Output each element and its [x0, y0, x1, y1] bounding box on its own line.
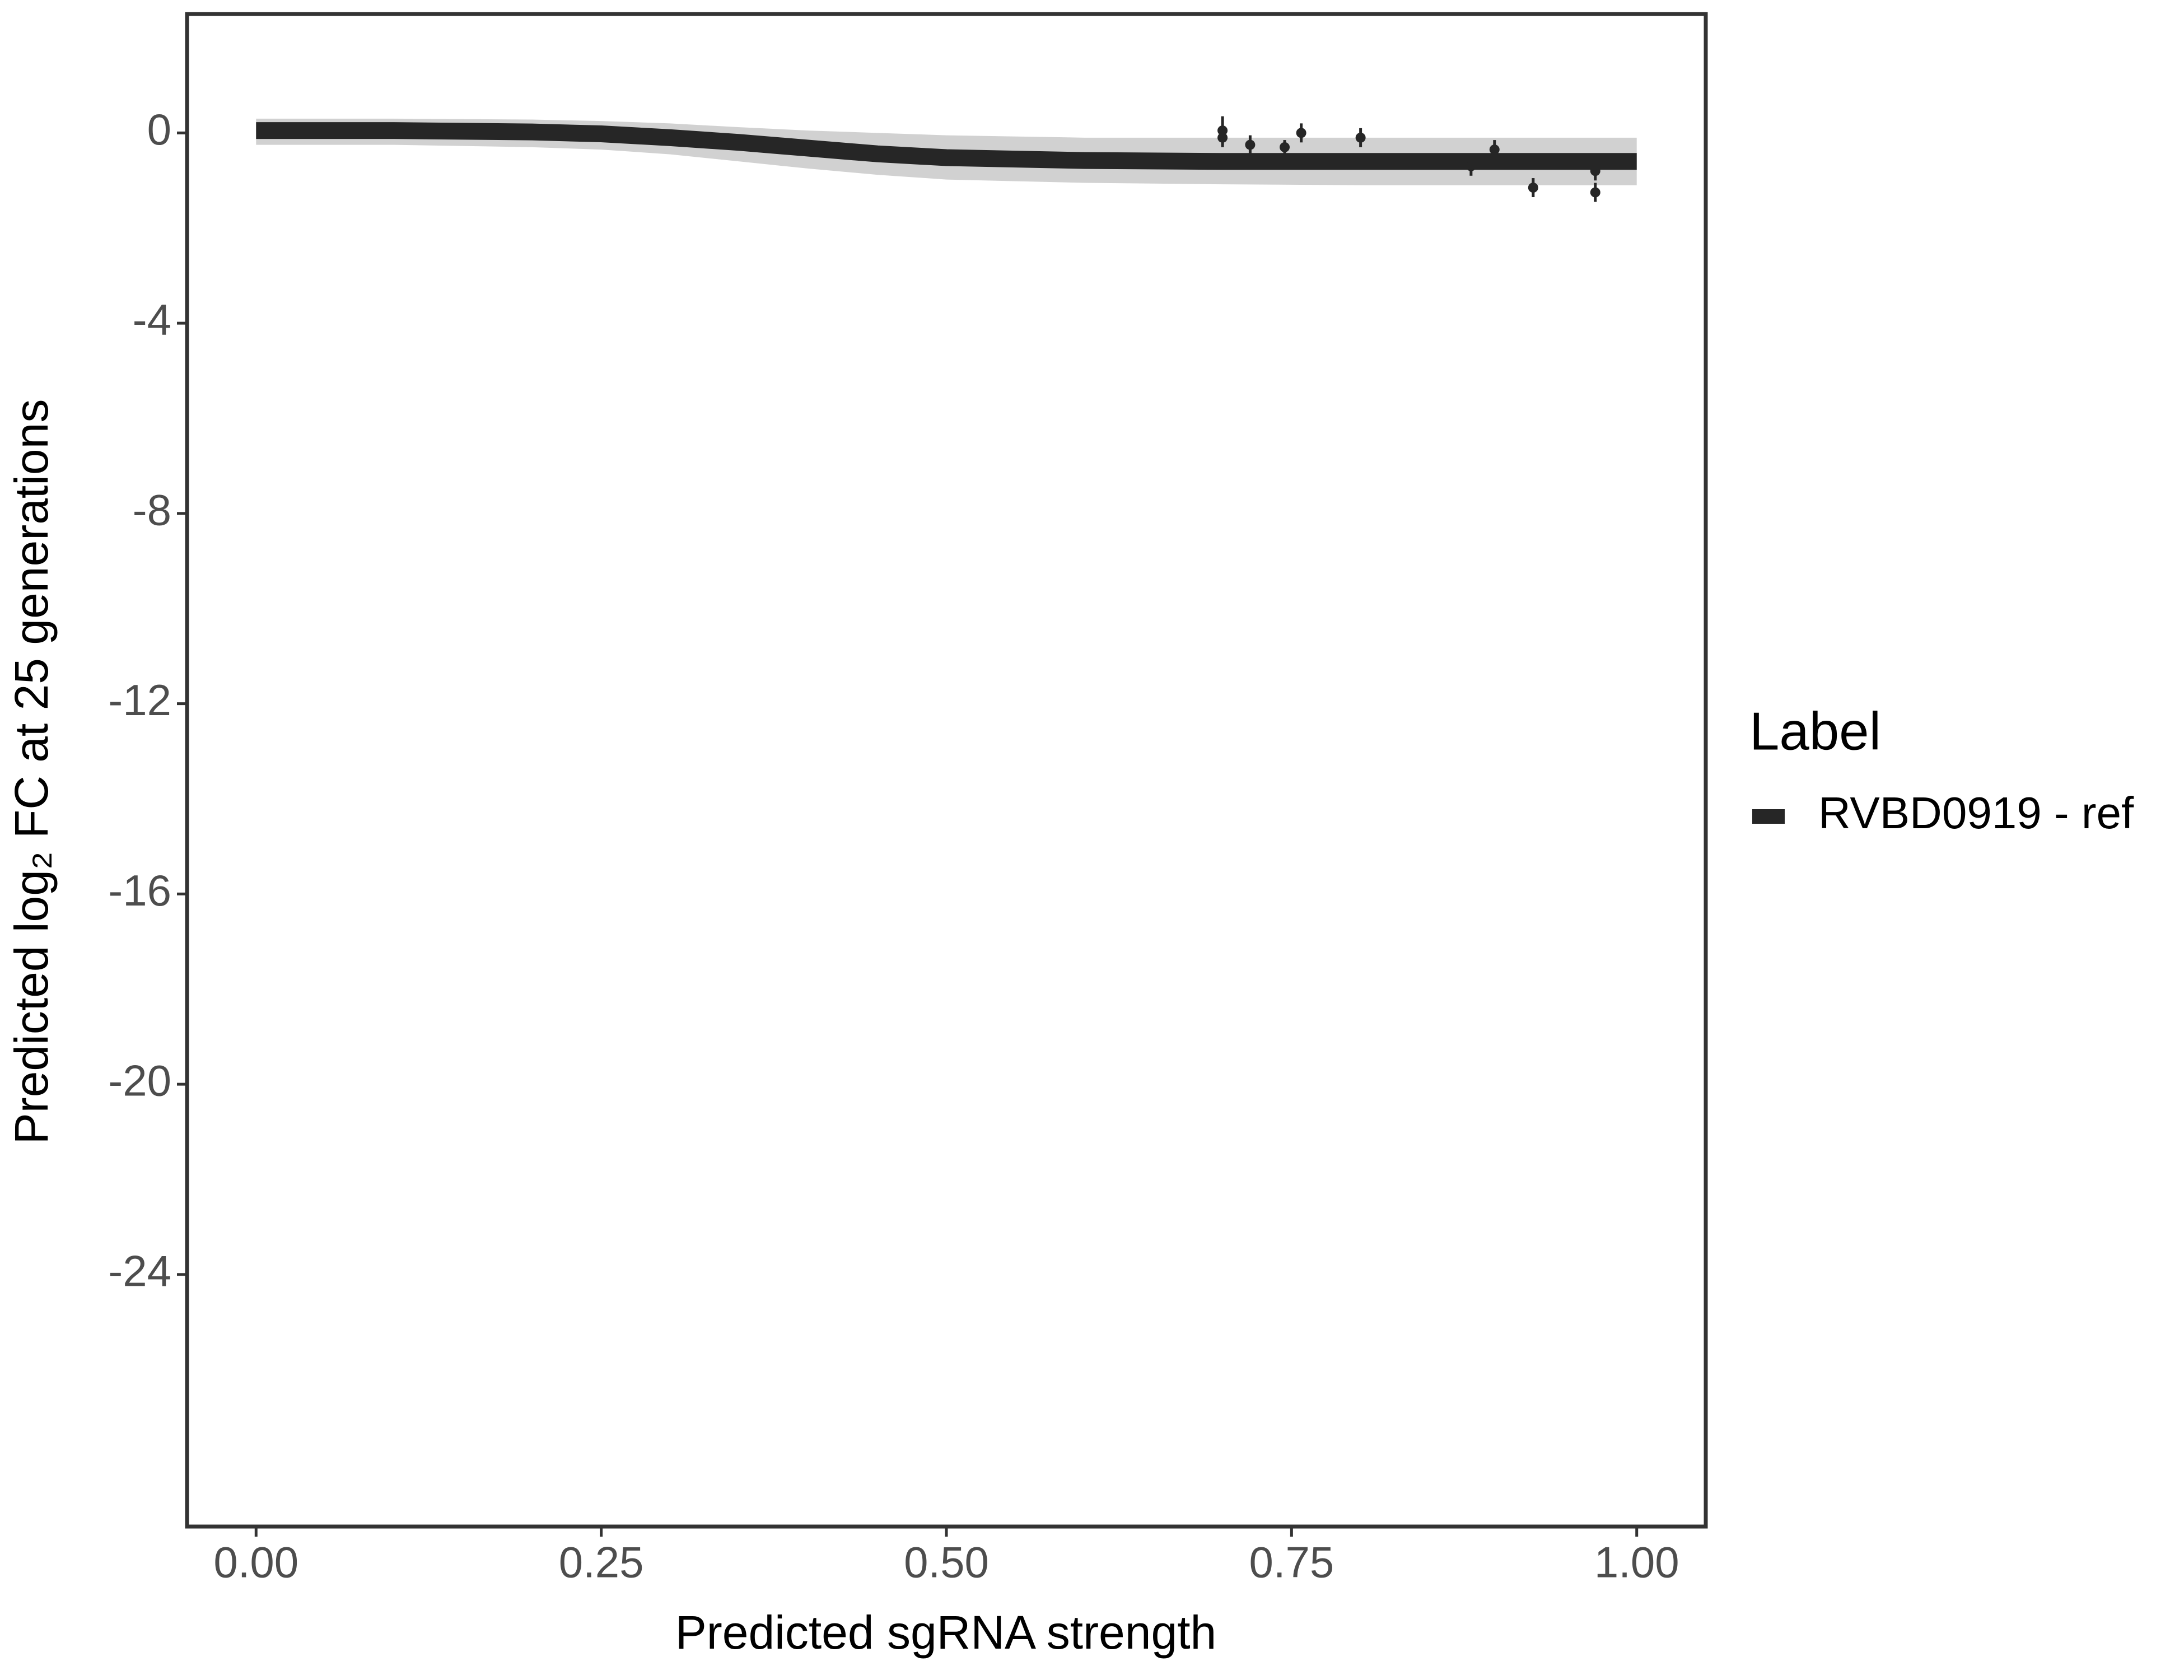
y-tick-label: -8 — [133, 485, 171, 534]
legend-title: Label — [1749, 701, 1881, 761]
data-point — [1590, 187, 1600, 198]
legend-key — [1752, 809, 1785, 824]
y-tick-label: 0 — [147, 105, 171, 154]
y-tick-label: -24 — [108, 1246, 171, 1295]
y-tick-label: -4 — [133, 295, 171, 344]
y-tick-label: -20 — [108, 1056, 171, 1105]
legend-label: RVBD0919 - ref — [1818, 788, 2134, 838]
data-point — [1217, 132, 1228, 143]
data-point — [1489, 144, 1500, 155]
x-tick-label: 0.25 — [559, 1538, 644, 1587]
data-point — [1296, 128, 1306, 138]
x-tick-label: 0.50 — [904, 1538, 989, 1587]
x-tick-label: 1.00 — [1594, 1538, 1679, 1587]
x-axis-title: Predicted sgRNA strength — [675, 1606, 1217, 1659]
fit-line — [256, 122, 1637, 170]
y-tick-label: -12 — [108, 675, 171, 725]
data-point — [1245, 139, 1256, 150]
data-point — [1590, 166, 1600, 176]
x-tick-label: 0.00 — [213, 1538, 298, 1587]
data-point — [1355, 132, 1366, 143]
y-axis-title: Predicted log₂ FC at 25 generations — [5, 399, 58, 1145]
data-point — [1466, 161, 1476, 171]
y-tick-label: -16 — [108, 866, 171, 915]
data-point — [1280, 142, 1290, 152]
x-tick-label: 0.75 — [1249, 1538, 1334, 1587]
data-point — [1528, 183, 1538, 193]
plot-border — [185, 12, 1708, 1529]
